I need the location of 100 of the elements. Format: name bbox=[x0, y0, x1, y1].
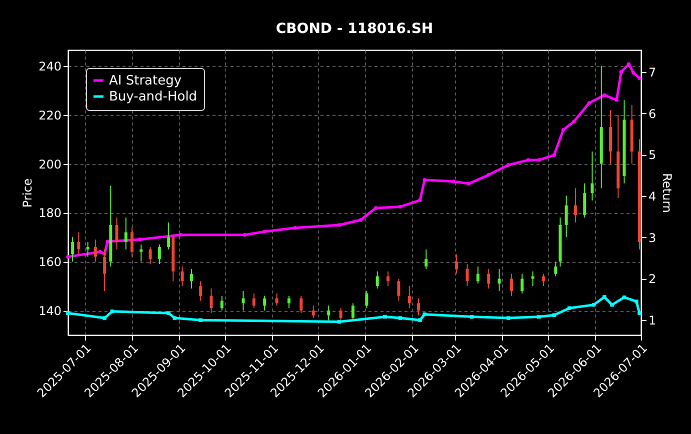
candlestick bbox=[554, 261, 558, 277]
point bbox=[619, 70, 624, 74]
y-tick-label: 160 bbox=[38, 255, 62, 270]
point bbox=[138, 238, 142, 242]
point bbox=[110, 310, 114, 314]
point bbox=[572, 120, 576, 124]
candlestick bbox=[287, 295, 290, 309]
candlestick bbox=[590, 151, 594, 201]
y-tick-label: 240 bbox=[38, 59, 62, 74]
point bbox=[614, 98, 618, 102]
point bbox=[422, 178, 426, 182]
y-tick-label: 180 bbox=[38, 206, 62, 220]
point bbox=[537, 158, 541, 162]
point bbox=[418, 198, 422, 202]
point bbox=[66, 311, 70, 315]
candlestick bbox=[574, 188, 577, 223]
candlestick bbox=[115, 217, 118, 250]
candlestick bbox=[455, 254, 458, 274]
point bbox=[166, 311, 170, 315]
y2-tick-label: 5 bbox=[648, 148, 656, 162]
candlestick bbox=[312, 305, 315, 318]
candlestick bbox=[140, 244, 143, 262]
candlestick bbox=[275, 292, 278, 306]
candlestick bbox=[376, 270, 379, 290]
point bbox=[422, 312, 426, 316]
y-tick-label: 140 bbox=[38, 304, 62, 318]
point bbox=[106, 240, 110, 244]
y2-tick-label: 7 bbox=[648, 65, 656, 80]
point bbox=[537, 314, 541, 319]
y2-axis-title: Return bbox=[660, 173, 674, 213]
candlestick bbox=[466, 264, 469, 287]
y2-tick-label: 3 bbox=[648, 230, 656, 245]
point bbox=[452, 180, 456, 184]
candlestick bbox=[158, 244, 161, 265]
candlestick bbox=[542, 273, 545, 287]
point bbox=[638, 76, 642, 80]
point bbox=[262, 230, 266, 234]
point bbox=[561, 128, 566, 132]
y-tick-label: 200 bbox=[38, 157, 62, 172]
point bbox=[506, 163, 510, 167]
point bbox=[198, 318, 202, 322]
candlestick bbox=[210, 288, 213, 314]
y2-tick-label: 6 bbox=[648, 106, 656, 121]
candlestick bbox=[242, 290, 245, 312]
y2-tick-label: 2 bbox=[648, 272, 656, 286]
candlestick bbox=[476, 266, 480, 284]
candlestick bbox=[130, 226, 134, 258]
candlestick bbox=[252, 292, 256, 309]
point bbox=[98, 250, 102, 254]
point bbox=[486, 173, 490, 177]
candlestick bbox=[583, 182, 586, 218]
y-axis-title: Price bbox=[20, 178, 35, 208]
point bbox=[337, 223, 342, 227]
y2-tick-label: 4 bbox=[648, 190, 656, 204]
candlestick bbox=[327, 305, 330, 321]
point bbox=[293, 226, 297, 230]
point bbox=[610, 302, 614, 307]
candlestick bbox=[351, 302, 354, 321]
candlestick bbox=[417, 298, 420, 316]
point bbox=[587, 101, 592, 105]
candlestick bbox=[408, 286, 411, 309]
candlestick bbox=[424, 248, 428, 270]
candlestick bbox=[71, 236, 74, 262]
point bbox=[178, 233, 183, 237]
candlestick bbox=[220, 295, 224, 312]
y-tick-label: 220 bbox=[38, 108, 62, 122]
candlestick bbox=[94, 239, 97, 262]
candlestick bbox=[510, 273, 513, 296]
candlestick bbox=[397, 278, 400, 302]
point bbox=[526, 158, 530, 162]
candlestick bbox=[86, 242, 90, 258]
chart-title: CBOND - 118016.SH bbox=[276, 21, 434, 37]
candlestick bbox=[190, 268, 193, 290]
point bbox=[102, 316, 106, 320]
point bbox=[374, 206, 378, 210]
legend-label: Buy-and-Hold bbox=[109, 90, 198, 104]
point bbox=[568, 306, 572, 310]
point bbox=[418, 318, 422, 322]
point bbox=[242, 233, 247, 237]
point bbox=[602, 93, 606, 97]
point bbox=[506, 316, 510, 320]
point bbox=[632, 70, 636, 75]
y2-tick-label: 1 bbox=[648, 314, 656, 328]
point bbox=[358, 218, 362, 222]
point bbox=[634, 300, 638, 304]
point bbox=[466, 182, 471, 186]
point bbox=[602, 295, 606, 299]
candlestick bbox=[386, 270, 390, 287]
candlestick bbox=[263, 295, 266, 312]
point bbox=[552, 153, 556, 157]
point bbox=[398, 316, 402, 320]
point bbox=[66, 254, 70, 259]
candlestick bbox=[520, 273, 524, 294]
point bbox=[172, 316, 177, 320]
candlestick bbox=[487, 268, 490, 290]
point bbox=[398, 204, 402, 209]
legend-label: AI Strategy bbox=[109, 74, 182, 88]
candlestick bbox=[77, 232, 80, 255]
point bbox=[638, 311, 642, 315]
candlestick bbox=[180, 266, 184, 287]
